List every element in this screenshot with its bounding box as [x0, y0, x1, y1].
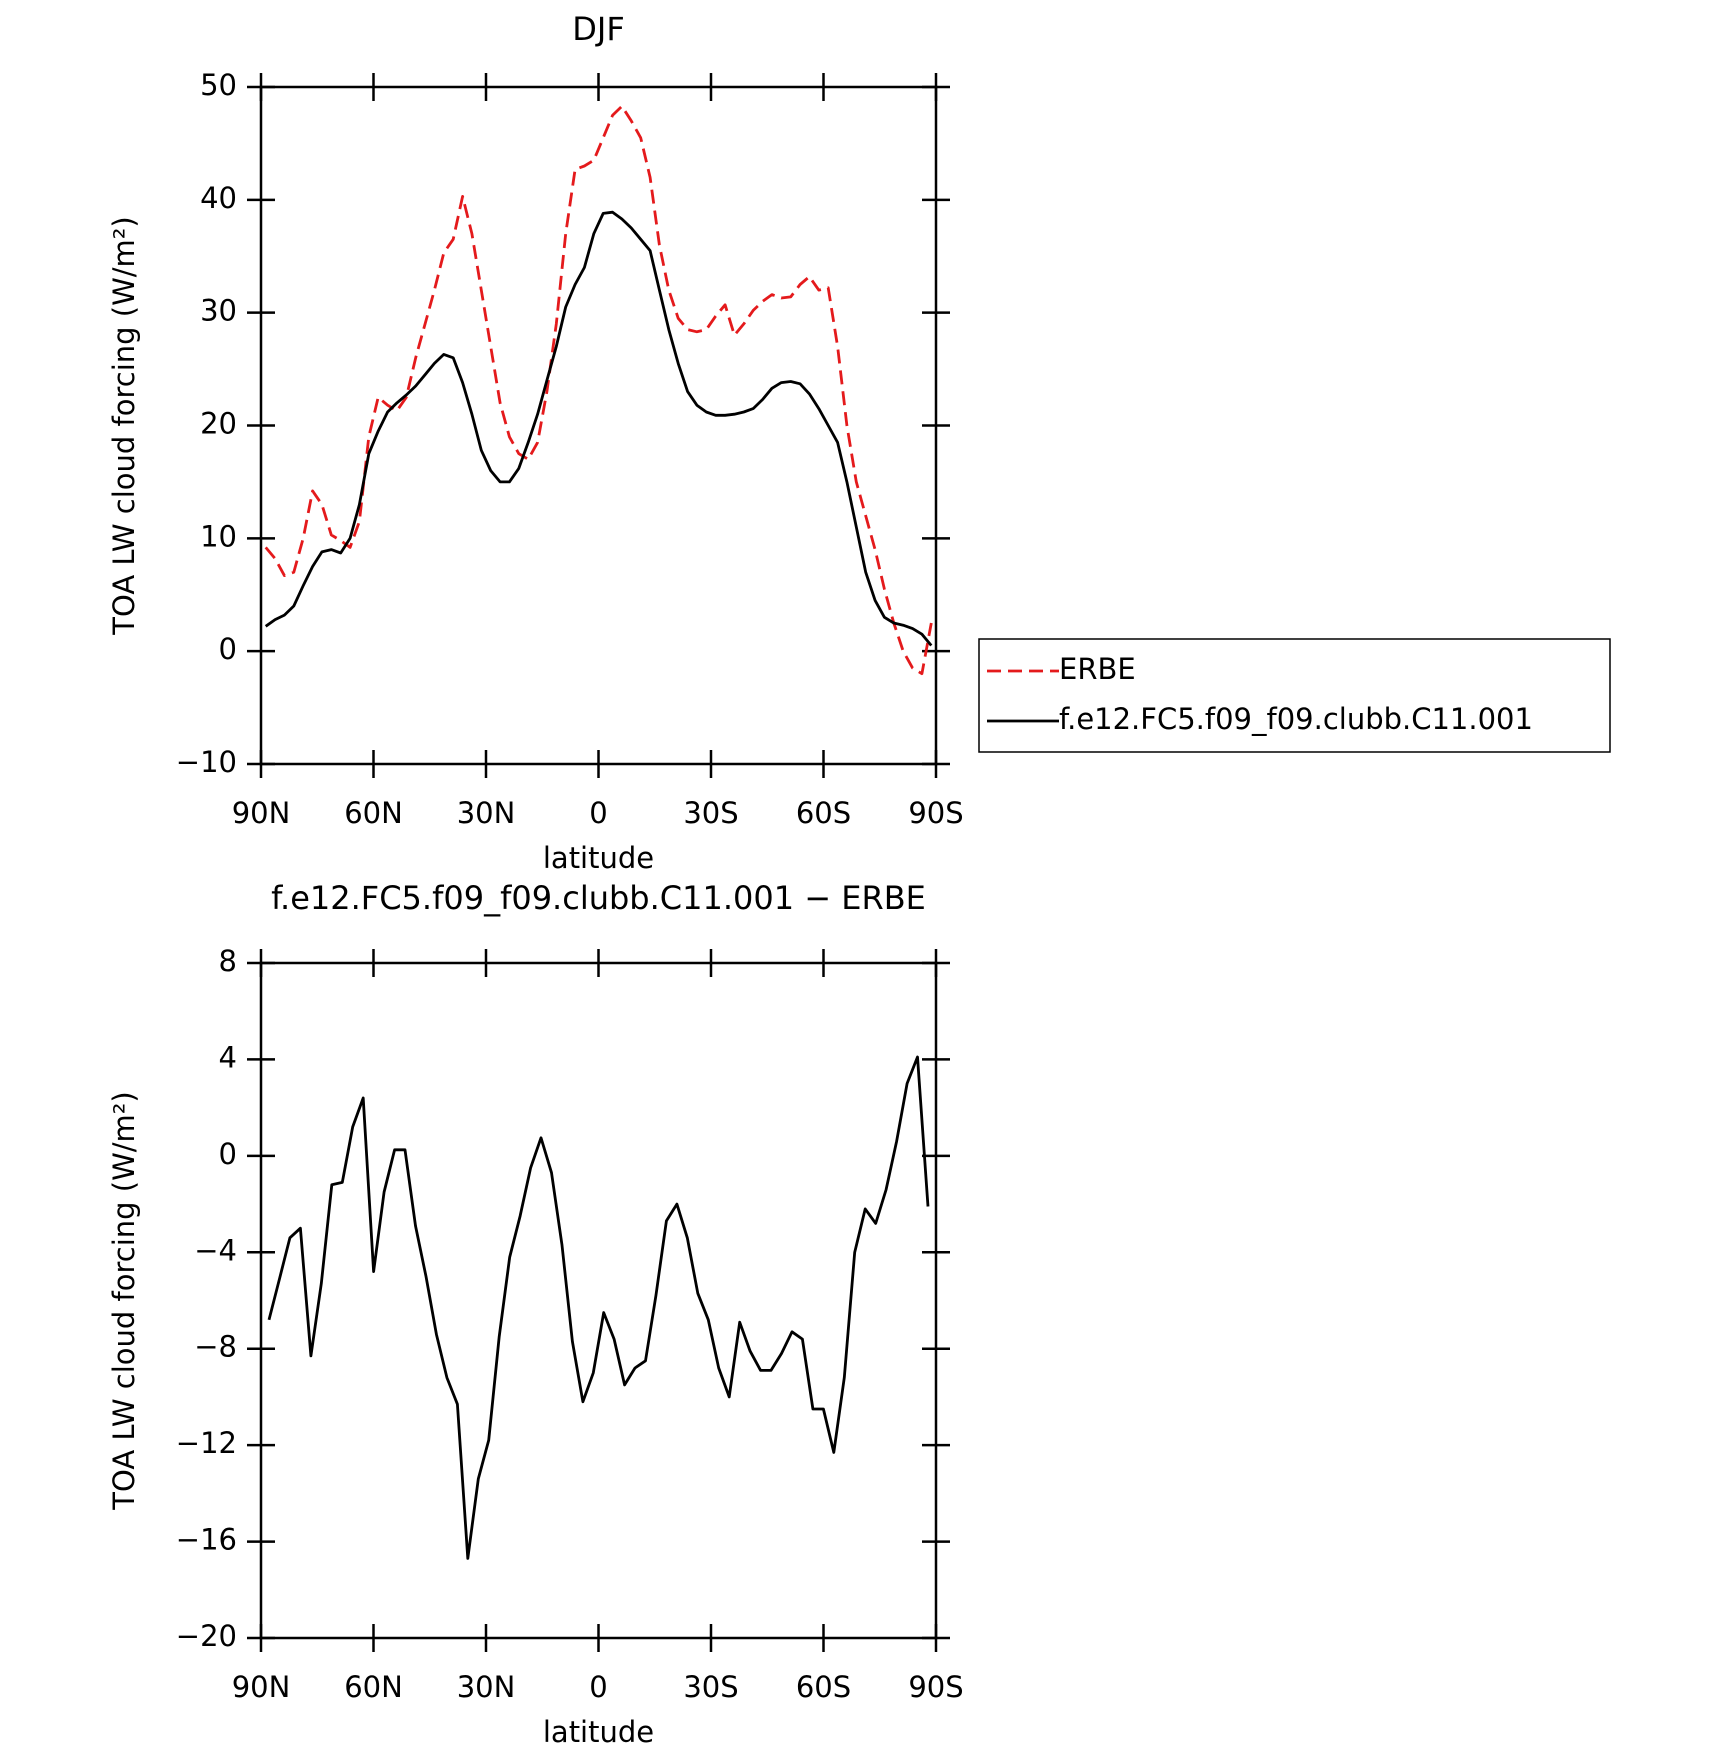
x-axis-label: latitude — [543, 1715, 654, 1745]
y-tick-label: 4 — [219, 1040, 237, 1074]
legend-label: ERBE — [1059, 652, 1136, 686]
x-tick-label: 30N — [457, 796, 516, 830]
y-tick-label: 0 — [219, 632, 237, 666]
x-tick-label: 60N — [344, 796, 403, 830]
series-line — [264, 104, 933, 676]
y-tick-label: 30 — [200, 294, 237, 328]
x-tick-label: 90N — [232, 796, 291, 830]
chart-title: f.e12.FC5.f09_f09.clubb.C11.001 − ERBE — [271, 879, 926, 917]
y-tick-label: 50 — [200, 68, 237, 102]
x-tick-label: 30S — [683, 796, 738, 830]
x-tick-label: 90N — [232, 1670, 291, 1704]
x-tick-label: 90S — [908, 796, 963, 830]
x-tick-label: 60S — [796, 1670, 851, 1704]
y-tick-label: 20 — [200, 407, 237, 441]
x-tick-label: 90S — [908, 1670, 963, 1704]
series-line — [264, 210, 933, 647]
y-tick-label: 40 — [200, 181, 237, 215]
y-tick-label: 0 — [219, 1137, 237, 1171]
y-axis-label: TOA LW cloud forcing (W/m²) — [107, 216, 141, 635]
plot-frame — [259, 961, 938, 1640]
y-tick-label: −4 — [194, 1233, 237, 1267]
y-tick-label: 8 — [219, 944, 237, 978]
plot-frame — [259, 85, 938, 766]
x-tick-label: 60N — [344, 1670, 403, 1704]
series-line — [267, 1055, 930, 1560]
legend-box — [978, 638, 1611, 753]
x-tick-label: 60S — [796, 796, 851, 830]
x-axis-label: latitude — [543, 841, 654, 875]
x-tick-label: 0 — [589, 1670, 607, 1704]
y-tick-label: −20 — [176, 1619, 237, 1653]
chart-title: DJF — [572, 10, 624, 48]
y-axis-label: TOA LW cloud forcing (W/m²) — [107, 1091, 141, 1510]
x-tick-label: 30N — [457, 1670, 516, 1704]
x-tick-label: 0 — [589, 796, 607, 830]
y-tick-label: −10 — [176, 745, 237, 779]
y-tick-label: −8 — [194, 1330, 237, 1364]
x-tick-label: 30S — [683, 1670, 738, 1704]
y-tick-label: −16 — [176, 1523, 237, 1557]
y-tick-label: 10 — [200, 519, 237, 553]
y-tick-label: −12 — [176, 1426, 237, 1460]
legend-label: f.e12.FC5.f09_f09.clubb.C11.001 — [1059, 702, 1533, 736]
